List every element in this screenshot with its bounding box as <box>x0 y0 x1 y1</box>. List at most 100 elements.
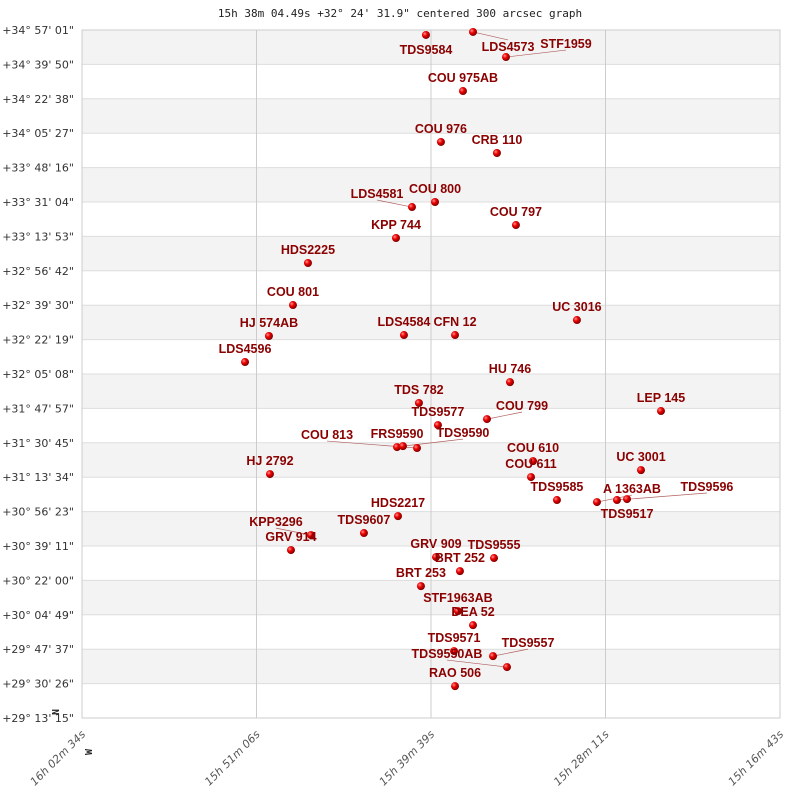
star-dot <box>416 582 425 591</box>
y-tick-label: +29° 13' 15" <box>2 712 74 725</box>
y-tick-label: +34° 05' 27" <box>2 127 74 140</box>
label-leader-line <box>402 438 463 447</box>
star-point: STF1963AB <box>423 591 493 616</box>
y-tick-label: +34° 39' 50" <box>2 58 74 71</box>
x-tick-label: 15h 39m 39s <box>377 728 438 789</box>
star-dot <box>421 30 430 39</box>
star-dot <box>552 496 561 505</box>
star-label: COU 799 <box>496 399 548 413</box>
star-label: COU 976 <box>415 122 467 136</box>
star-dot <box>433 421 442 430</box>
star-label: HU 746 <box>489 362 531 376</box>
plot-frame <box>81 29 781 719</box>
star-point: TDS9584 <box>400 30 453 57</box>
y-tick-label: +31° 30' 45" <box>2 437 74 450</box>
star-dot <box>572 316 581 325</box>
star-dot <box>529 457 538 466</box>
star-point: HJ 2792 <box>246 454 294 479</box>
star-dot <box>492 148 501 157</box>
star-dot <box>592 498 601 507</box>
star-point: HDS2217 <box>371 496 425 521</box>
star-point: HDS2225 <box>281 243 335 267</box>
star-label: STF1963AB <box>423 591 492 605</box>
star-label: HJ 2792 <box>246 454 293 468</box>
star-label: GRV 914 <box>265 530 316 544</box>
label-leader-line <box>492 648 529 657</box>
star-label: LDS4573 <box>482 40 535 54</box>
star-point: LDS4573 <box>469 27 535 54</box>
star-dot <box>636 466 645 475</box>
star-label: UC 3016 <box>552 300 601 314</box>
star-label: TDS9584 <box>400 43 453 57</box>
star-point: LDS4584 <box>378 315 431 340</box>
star-dot <box>450 647 459 656</box>
star-dot <box>489 652 498 661</box>
star-label: TDS9555 <box>468 538 521 552</box>
star-label: COU 611 <box>505 457 556 471</box>
y-tick-label: +34° 57' 01" <box>2 24 74 37</box>
star-point: TDS9517 <box>601 495 654 521</box>
star-point: LDS4596 <box>219 342 272 367</box>
label-leader-line <box>505 49 567 58</box>
star-dot <box>303 258 312 267</box>
star-dot <box>458 87 467 96</box>
star-dot <box>431 197 440 206</box>
star-label: COU 797 <box>490 205 542 219</box>
star-label: COU 801 <box>267 285 319 299</box>
star-label: TDS 782 <box>394 383 443 397</box>
star-dot <box>407 203 416 212</box>
star-point: COU 797 <box>490 205 542 230</box>
star-label: A 1363AB <box>603 482 661 496</box>
star-point: BRT 252 <box>435 551 485 576</box>
star-point: GRV 909 <box>410 537 462 562</box>
y-tick-label: +33° 31' 04" <box>2 196 74 209</box>
star-point: TDS9550AB <box>412 647 511 672</box>
star-label: TDS9585 <box>531 480 584 494</box>
star-label: LDS4596 <box>219 342 272 356</box>
stars: TDS9584 LDS4573 STF1959 COU 975AB COU 976 CRB… <box>219 27 734 691</box>
star-dot <box>469 621 478 630</box>
star-label: CRB 110 <box>472 133 523 147</box>
star-point: TDS9596 <box>612 480 734 505</box>
star-point: TDS9577 <box>412 405 464 430</box>
star-point: TDS9555 <box>468 538 521 563</box>
star-point: TDS9607 <box>338 513 390 538</box>
star-dot <box>612 496 621 505</box>
star-point: GRV 914 <box>265 530 317 555</box>
star-label: KPP 744 <box>371 218 421 232</box>
y-tick-label: +30° 22' 00" <box>2 574 74 587</box>
star-point: COU 976 <box>415 122 467 146</box>
label-leader-line <box>472 31 509 41</box>
star-label: HDS2225 <box>281 243 335 257</box>
star-label: TDS9557 <box>502 636 555 650</box>
star-dot <box>264 332 273 341</box>
star-label: TDS9596 <box>681 480 734 494</box>
star-dot <box>502 663 511 672</box>
star-label: TDS9517 <box>601 507 654 521</box>
x-axis: 16h 02m 34s 15h 51m 06s 15h 39m 39s 15h 28m… <box>28 728 787 789</box>
y-tick-label: +33° 48' 16" <box>2 162 74 175</box>
star-label: FRS9590 <box>371 427 424 441</box>
label-leader-line <box>275 527 312 536</box>
star-dot <box>482 415 491 424</box>
star-dot <box>527 473 536 482</box>
star-dot <box>453 607 462 616</box>
star-dot <box>392 234 401 243</box>
label-leader-line <box>376 199 413 208</box>
y-tick-label: +32° 56' 42" <box>2 265 74 278</box>
star-label: TDS9550AB <box>412 647 483 661</box>
star-label: HDS2217 <box>371 496 425 510</box>
y-tick-label: +29° 47' 37" <box>2 643 74 656</box>
star-dot <box>288 301 297 310</box>
y-tick-label: +30° 04' 49" <box>2 609 74 622</box>
star-point: KPP3296 <box>249 515 315 540</box>
star-point: COU 975AB <box>428 71 498 96</box>
star-point: COU 813 <box>301 428 422 453</box>
star-point: UC 3016 <box>552 300 602 325</box>
star-label: LDS4584 <box>378 315 431 329</box>
star-label: LDS4581 <box>351 187 404 201</box>
y-tick-label: +30° 56' 23" <box>2 506 74 519</box>
y-tick-label: +32° 05' 08" <box>2 368 74 381</box>
star-point: TDS9585 <box>531 480 584 505</box>
chart-title: 15h 38m 04.49s +32° 24' 31.9" centered 3… <box>218 7 582 20</box>
